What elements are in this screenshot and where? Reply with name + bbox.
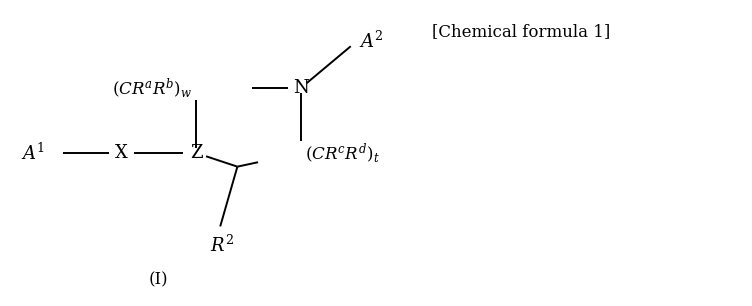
Text: $(CR^{a}R^{b})_{w}$: $(CR^{a}R^{b})_{w}$	[112, 76, 193, 100]
Text: X: X	[115, 144, 128, 162]
Text: $A^{1}$: $A^{1}$	[21, 142, 45, 164]
Text: (I): (I)	[149, 271, 168, 288]
Text: $A^{2}$: $A^{2}$	[359, 30, 384, 51]
Text: Z: Z	[190, 144, 202, 162]
Text: [Chemical formula 1]: [Chemical formula 1]	[432, 23, 611, 39]
Text: $(CR^{c}R^{d})_{t}$: $(CR^{c}R^{d})_{t}$	[305, 141, 380, 165]
Text: $R^{2}$: $R^{2}$	[210, 235, 234, 256]
Text: N: N	[293, 79, 309, 97]
